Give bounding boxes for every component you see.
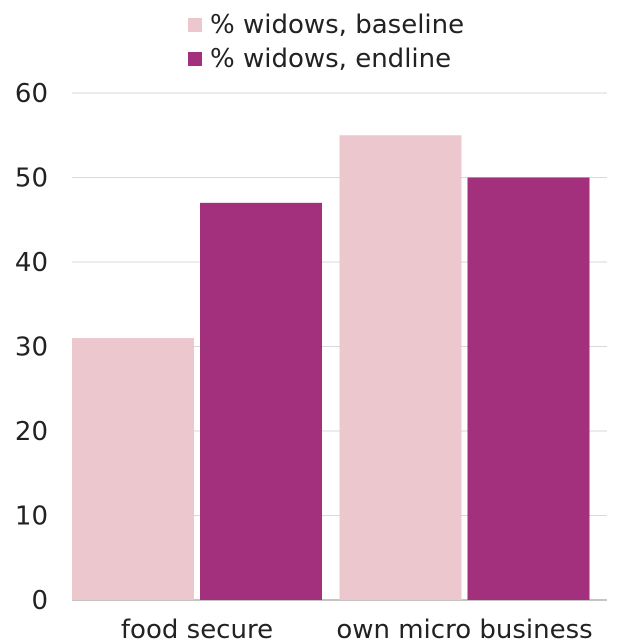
bar-endline-0 [200, 202, 322, 600]
chart-legend: % widows, baseline % widows, endline [188, 8, 464, 76]
legend-item-endline: % widows, endline [188, 42, 464, 76]
y-tick-label-0: 0 [31, 586, 48, 616]
y-tick-label-3: 30 [15, 333, 48, 363]
y-tick-label-4: 40 [15, 248, 48, 278]
bar-endline-1 [467, 177, 590, 600]
legend-label-endline: % widows, endline [210, 44, 452, 74]
y-tick-label-1: 10 [15, 502, 48, 532]
legend-swatch-endline [188, 52, 202, 66]
bar-baseline-1 [339, 135, 462, 600]
y-tick-label-6: 60 [15, 79, 48, 109]
y-tick-label-5: 50 [15, 164, 48, 194]
y-tick-label-2: 20 [15, 417, 48, 447]
x-tick-label-1: own micro business [336, 615, 592, 640]
bar-baseline-0 [72, 338, 194, 600]
legend-swatch-baseline [188, 18, 202, 32]
legend-label-baseline: % widows, baseline [210, 10, 465, 40]
x-tick-label-0: food secure [121, 615, 273, 640]
legend-item-baseline: % widows, baseline [188, 8, 464, 42]
